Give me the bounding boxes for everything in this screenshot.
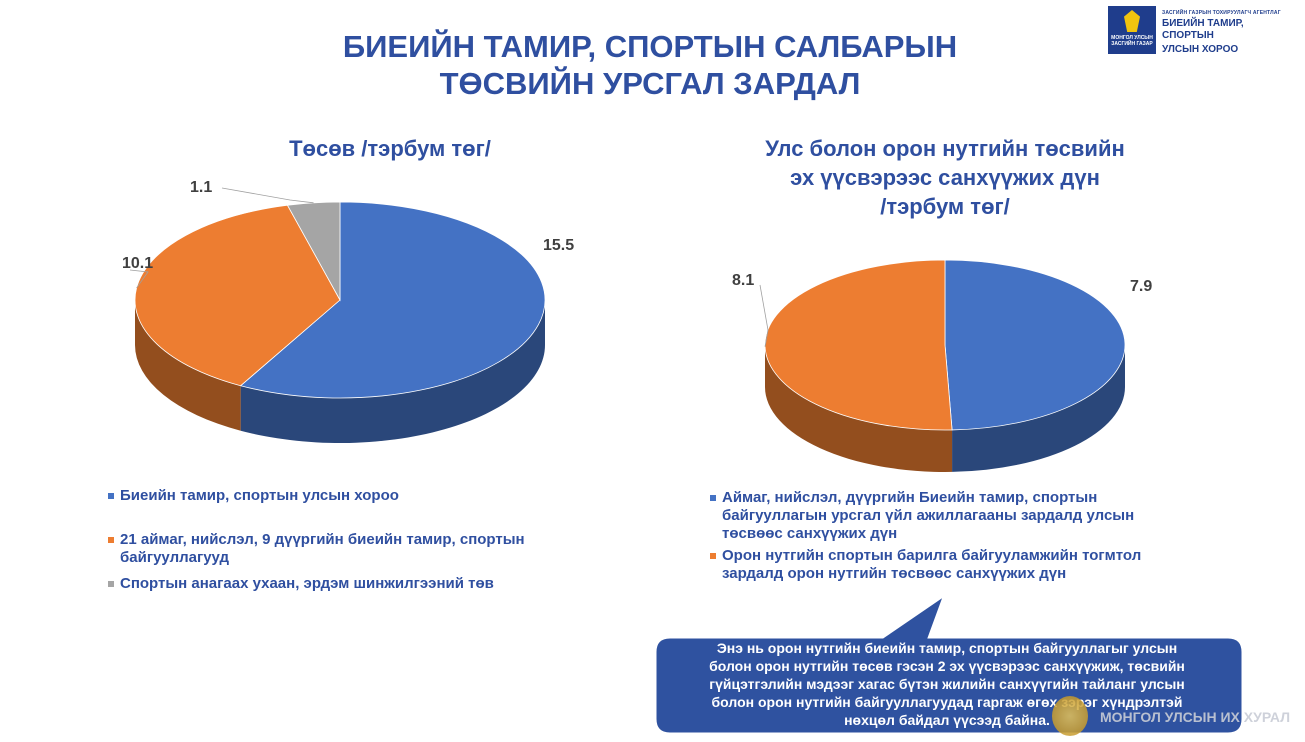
chart1-title: Төсөв /тэрбум төг/ (289, 136, 491, 161)
chart2-leader-1 (759, 284, 769, 347)
chart2-label-0: 7.9 (1130, 278, 1152, 295)
chart2-title-line2: эх үүсвэрээс санхүүжих дүн (790, 165, 1100, 190)
legend2-label-1c: төсвөөс санхүүжих дүн (722, 525, 898, 542)
chart2-legend: Аймаг, нийслэл, дүүргийн Биеийн тамир, с… (710, 489, 1230, 583)
logo-line2: УЛСЫН ХОРОО (1162, 44, 1239, 55)
legend2-swatch-blue (710, 495, 716, 501)
chart1-leader-2 (221, 187, 314, 204)
chart2-slice-1 (764, 259, 953, 431)
chart2-title-line1: Улс болон орон нутгийн төсвийн (765, 136, 1125, 161)
government-emblem: МОНГОЛ УЛСЫН ЗАСГИЙН ГАЗАР (1108, 6, 1156, 54)
legend1-label-3: Спортын анагаах ухаан, эрдэм шинжилгээни… (120, 575, 494, 592)
callout-line-4: болон орон нутгийн байгууллагуудад гарга… (711, 694, 1183, 710)
chart2-pie: 7.9 8.1 (732, 259, 1152, 472)
chart1-label-0: 15.5 (543, 237, 574, 254)
legend2-item-state: Аймаг, нийслэл, дүүргийн Биеийн тамир, с… (710, 489, 1230, 543)
soyombo-icon (1124, 10, 1140, 32)
chart1-side-0 (240, 300, 546, 443)
legend1-label-2a: 21 аймаг, нийслэл, 9 дүүргийн биеийн там… (120, 531, 525, 548)
chart2-side-1 (765, 345, 953, 472)
legend1-swatch-orange (108, 537, 114, 543)
legend1-swatch-gray (108, 581, 114, 587)
logo-line1: БИЕИЙН ТАМИР, СПОРТЫН (1162, 18, 1244, 41)
parliament-emblem-icon (1052, 696, 1088, 736)
legend2-label-2b: зардалд орон нутгийн төсвөөс санхүүжих д… (722, 565, 1067, 582)
legend1-item-sportmed: Спортын анагаах ухаан, эрдэм шинжилгээни… (108, 575, 628, 593)
legend2-label-2a: Орон нутгийн спортын барилга байгууламжи… (722, 547, 1142, 564)
chart1-label-2: 1.1 (190, 179, 212, 196)
legend1-item-committee: Биеийн тамир, спортын улсын хороо (108, 487, 628, 505)
legend1-label-2b: байгууллагууд (120, 549, 230, 566)
callout-line-1: Энэ нь орон нутгийн биеийн тамир, спорты… (716, 640, 1178, 656)
callout-bubble-shape (655, 595, 1243, 734)
chart2-title: Улс болон орон нутгийн төсвийн эх үүсвэр… (690, 134, 1200, 221)
chart1-legend: Биеийн тамир, спортын улсын хороо 21 айм… (108, 487, 628, 593)
agency-logo: МОНГОЛ УЛСЫН ЗАСГИЙН ГАЗАР ЗАСГИЙН ГАЗРЫ… (1108, 6, 1298, 56)
callout-line-3: гүйцэтгэлийн мэдээг хагас бүтэн жилийн с… (709, 676, 1185, 692)
chart1-label-1: 10.1 (122, 255, 153, 272)
legend2-label-1b: байгууллагын урсгал үйл ажиллагааны зард… (722, 507, 1135, 524)
chart1-pie: 15.5 10.1 1.1 (122, 179, 574, 443)
chart2-title-line3: /тэрбум төг/ (880, 194, 1010, 219)
footer-watermark: МОНГОЛ УЛСЫН ИХ ХУРАЛ (1100, 709, 1291, 725)
legend1-item-aimag: 21 аймаг, нийслэл, 9 дүүргийн биеийн там… (108, 531, 628, 567)
legend1-label-1: Биеийн тамир, спортын улсын хороо (120, 487, 399, 504)
logo-text: ЗАСГИЙН ГАЗРЫН ТОХИРУУЛАГЧ АГЕНТЛАГ БИЕИ… (1162, 10, 1298, 56)
legend1-swatch-blue (108, 493, 114, 499)
slide-title-line1: БИЕИЙН ТАМИР, СПОРТЫН САЛБАРЫН (342, 29, 958, 64)
legend2-swatch-orange (710, 553, 716, 559)
callout-line-5: нөхцөл байдал үүсээд байна. (844, 712, 1050, 728)
callout-line-2: болон орон нутгийн төсөв гэсэн 2 эх үүсв… (709, 658, 1185, 674)
logo-subtitle: ЗАСГИЙН ГАЗРЫН ТОХИРУУЛАГЧ АГЕНТЛАГ (1162, 10, 1281, 16)
chart2-label-1: 8.1 (732, 272, 754, 289)
chart1-side-1 (135, 300, 241, 431)
slide-title-line2: ТӨСВИЙН УРСГАЛ ЗАРДАЛ (439, 66, 861, 101)
chart1-slice-0 (239, 201, 546, 399)
chart2-side-0 (952, 345, 1125, 472)
chart2-slice-0 (944, 259, 1126, 431)
chart1-slice-2 (286, 201, 341, 302)
emblem-caption: МОНГОЛ УЛСЫН ЗАСГИЙН ГАЗАР (1111, 35, 1153, 47)
legend2-item-local: Орон нутгийн спортын барилга байгууламжи… (710, 547, 1230, 583)
slide-title: БИЕИЙН ТАМИР, СПОРТЫН САЛБАРЫН ТӨСВИЙН У… (180, 28, 1120, 102)
legend2-label-1a: Аймаг, нийслэл, дүүргийн Биеийн тамир, с… (722, 489, 1098, 506)
callout-box (655, 595, 1243, 734)
chart1-leader-1 (129, 269, 149, 289)
